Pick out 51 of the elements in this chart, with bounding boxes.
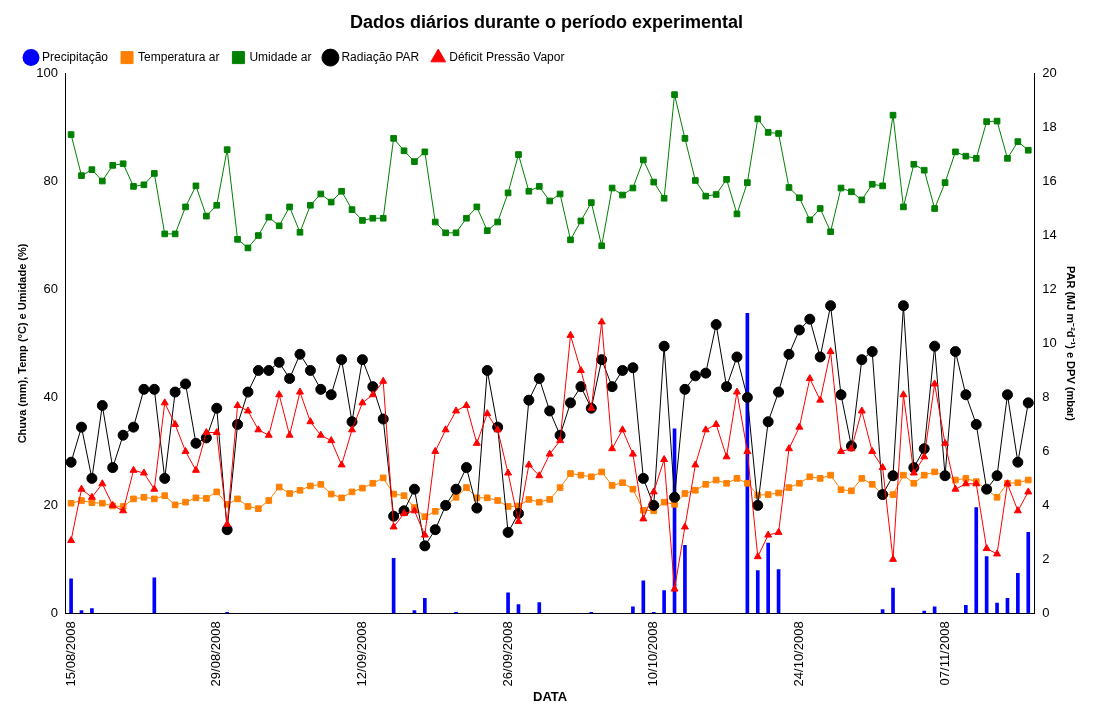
x-tick-label: 10/10/2008 [645,621,661,687]
y-tick-label: 60 [43,281,58,297]
y-tick-label: 100 [36,65,58,81]
bar [964,604,968,614]
y2-tick-label: 0 [1042,604,1050,620]
y2-tick-label: 2 [1042,550,1050,566]
y-tick-label: 20 [43,496,58,512]
x-tick-label: 29/08/2008 [208,621,224,687]
y2-tick-label: 18 [1042,119,1057,135]
bar [423,597,427,614]
bar [631,606,635,614]
x-tick-label: 24/10/2008 [790,621,806,687]
bar [974,507,979,614]
bar [69,578,73,614]
bar [506,592,510,614]
y-axis-title: Chuva (mm), Temp (°C) e Umidade (%) [15,243,28,444]
x-tick-label: 15/08/2008 [62,621,78,687]
legend-label: Precipitação [42,49,109,64]
bar [662,590,666,614]
x-tick-label: 12/09/2008 [353,621,369,687]
y2-tick-label: 12 [1042,281,1057,297]
y2-tick-label: 6 [1042,442,1050,458]
y-tick-label: 40 [43,389,58,405]
bar [755,570,760,614]
y2-tick-label: 20 [1042,65,1057,81]
legend-label: Temperatura ar [138,49,220,64]
bar [537,602,542,614]
bar [152,577,157,614]
bar [995,602,999,614]
bar [641,580,646,614]
y2-axis-title: PAR (MJ m⁻²d⁻¹) e DPV (mbar) [1065,265,1078,422]
bar [90,608,94,614]
legend-label: Umidade ar [249,49,312,64]
bar [766,542,770,614]
x-axis-title: DATA [533,688,568,704]
bar [1016,573,1020,614]
y-tick-label: 80 [43,173,58,189]
chart-title: Dados diários durante o período experimental [349,11,744,32]
y2-tick-label: 8 [1042,389,1050,405]
bar [891,587,895,614]
y-tick-label: 0 [50,604,58,620]
y2-tick-label: 4 [1042,496,1050,512]
y2-tick-label: 10 [1042,335,1057,351]
bar [1026,532,1031,614]
y2-tick-label: 14 [1042,227,1057,243]
bar [683,545,687,614]
legend-label: Radiação PAR [341,49,420,64]
x-tick-label: 26/09/2008 [499,621,515,687]
y2-tick-label: 16 [1042,173,1057,189]
x-tick-label: 07/11/2008 [936,621,952,686]
legend-label: Déficit Pressão Vapor [449,49,565,64]
